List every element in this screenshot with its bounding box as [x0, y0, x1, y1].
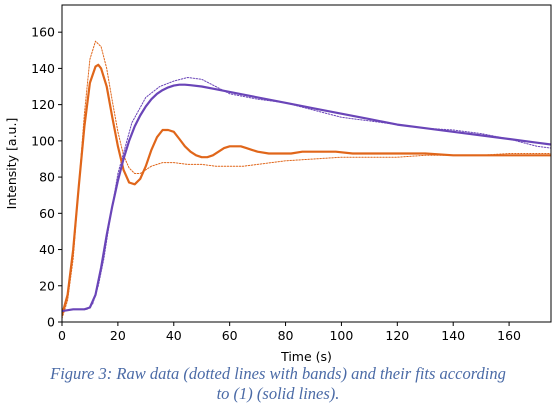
figure-caption: Figure 3: Raw data (dotted lines with ba…: [0, 364, 556, 404]
y-tick-label: 0: [47, 315, 55, 330]
raw-data-line: [62, 40, 551, 319]
x-axis-ticks: 0 20 40 60 80 100 120 140 160: [58, 322, 521, 343]
plot-frame: [61, 4, 552, 323]
caption-line-1: Figure 3: Raw data (dotted lines with ba…: [50, 364, 506, 383]
x-tick-label: 100: [329, 328, 353, 343]
y-axis-ticks: 0 20 40 60 80 100 120 140 160: [31, 25, 62, 330]
x-tick-label: 60: [222, 328, 238, 343]
fit-line: [62, 63, 551, 316]
x-axis-label: Time (s): [280, 349, 332, 364]
y-tick-label: 40: [39, 242, 55, 257]
x-tick-label: 40: [166, 328, 182, 343]
x-tick-label: 20: [110, 328, 126, 343]
y-tick-label: 100: [31, 133, 55, 148]
y-tick-label: 20: [39, 278, 55, 293]
y-tick-label: 140: [31, 61, 55, 76]
x-tick-label: 120: [385, 328, 409, 343]
x-tick-label: 160: [497, 328, 521, 343]
x-tick-label: 80: [278, 328, 294, 343]
series-layer: [62, 40, 551, 319]
y-axis-label: Intensity [a.u.]: [4, 118, 19, 210]
x-tick-label: 140: [441, 328, 465, 343]
y-tick-label: 60: [39, 206, 55, 221]
caption-line-2: to (1) (solid lines).: [216, 384, 340, 403]
x-tick-label: 0: [58, 328, 66, 343]
y-tick-label: 160: [31, 25, 55, 40]
raw-data-line: [62, 77, 551, 312]
y-tick-label: 120: [31, 97, 55, 112]
fit-line: [62, 83, 551, 313]
y-tick-label: 80: [39, 170, 55, 185]
